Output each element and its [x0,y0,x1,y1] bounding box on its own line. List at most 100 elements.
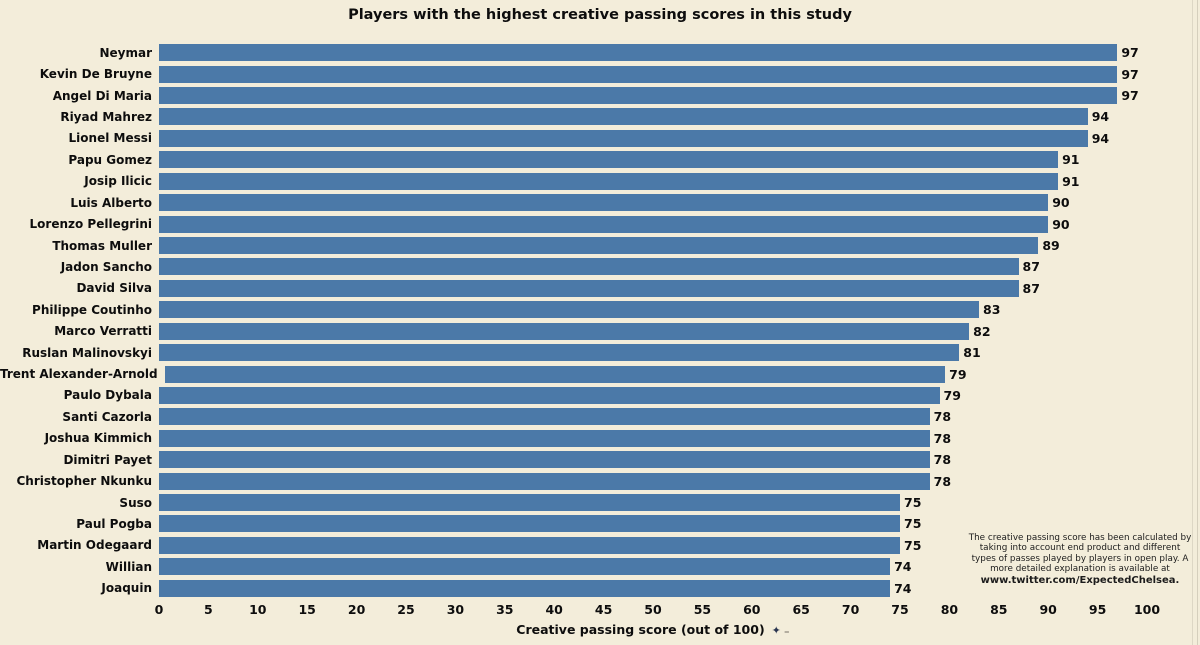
player-name-label: Neymar [99,45,152,60]
bar-row: Joaquin 74 [0,578,1200,599]
bar-track: 91 [159,151,1147,169]
x-axis-label-text: Creative passing score (out of 100) [516,622,765,637]
bar-track: 97 [159,44,1147,62]
player-name-label: Lionel Messi [68,131,152,146]
bars-area: Neymar 97 Kevin De Bruyne 97 Angel Di Maria 9… [0,42,1200,599]
bar-track: 78 [159,429,1147,447]
x-tick-label: 45 [594,602,613,617]
x-tick-label: 30 [446,602,465,617]
bar-value: 89 [1042,238,1060,253]
bar [159,108,1088,126]
bar-track: 91 [159,172,1147,190]
bar-value: 91 [1062,152,1080,168]
player-name-label: Joaquin [101,581,152,596]
player-name-label: Riyad Mahrez [60,109,152,124]
player-name-label: Willian [105,559,152,574]
bar [159,129,1088,147]
bar-value: 78 [933,430,952,446]
player-name-label: Paul Pogba [76,516,152,531]
x-tick-label: 65 [792,602,810,617]
bar-track: 75 [159,515,1147,533]
player-name-label: Marco Verratti [54,324,152,339]
bar-row: David Silva 87 [0,278,1200,299]
bar-track: 83 [159,301,1147,319]
bar-row: Riyad Mahrez 94 [0,106,1200,127]
annotation-line: taking into account end product and diff… [979,543,1181,554]
x-tick-label: 10 [249,602,267,617]
bar [159,301,980,319]
bar-value: 75 [904,537,922,553]
bar-row: Paul Pogba 75 [0,513,1200,534]
bar-value: 79 [949,366,967,382]
bar [159,515,900,533]
bar [159,494,900,512]
bar-track: 82 [159,322,1147,340]
bar-row: Joshua Kimmich 78 [0,428,1200,449]
annotation-line: The creative passing score has been calc… [968,533,1192,543]
player-name-label: David Silva [76,281,152,296]
x-tick-label: 50 [644,602,662,617]
player-name-label: Josip Ilicic [84,174,152,189]
x-tick-label: 40 [545,602,563,617]
bar [159,429,930,447]
bar-track: 87 [159,279,1147,297]
x-tick-label: 75 [891,602,909,617]
bar-row: Christopher Nkunku 78 [0,470,1200,491]
bar-row: Martin Odegaard 75 [0,535,1200,556]
bar-row: Paulo Dybala 79 [0,385,1200,406]
player-name-label: Santi Cazorla [62,409,152,424]
bar-value: 97 [1121,45,1139,61]
bar-value: 78 [933,452,952,468]
chart-title: Players with the highest creative passin… [348,7,852,23]
bar [159,344,960,362]
x-tick-label: 0 [154,602,164,617]
bar-row: Marco Verratti 82 [0,320,1200,341]
double-dash-icon: ₌ [783,624,790,637]
bar-track: 89 [159,237,1147,254]
annotation-line: types of passes played by players in ope… [971,553,1189,564]
bar-value: 97 [1121,88,1139,104]
player-name-label: Joshua Kimmich [44,431,152,446]
bar-value: 78 [933,473,952,489]
annotation: The creative passing score has been calc… [962,533,1198,586]
bar-value: 78 [933,409,952,425]
bar [159,408,930,426]
player-name-label: Martin Odegaard [37,538,152,553]
bar [159,215,1049,233]
bar-row: Kevin De Bruyne 97 [0,63,1200,84]
player-name-label: Angel Di Maria [52,88,152,103]
bar [159,386,940,404]
bar-row: Suso 75 [0,492,1200,513]
bar [159,65,1118,83]
bar [159,579,891,597]
four-point-star-icon: ✦ [771,624,781,637]
player-name-label: Jadon Sancho [60,259,152,274]
bar-row: Ruslan Malinovskyi 81 [0,342,1200,363]
bar-value: 74 [894,580,912,596]
bar-row: Neymar 97 [0,42,1200,63]
player-name-label: Luis Alberto [70,195,152,210]
bar-track: 74 [159,558,1147,576]
bar-value: 74 [894,559,912,575]
bar-track: 97 [159,65,1147,83]
bar [159,451,930,469]
right-edge-line [1197,0,1198,645]
bar-track: 74 [159,579,1147,597]
bar [159,44,1118,62]
bar-row: Santi Cazorla 78 [0,406,1200,427]
bar-value: 82 [973,323,991,339]
player-name-label: Papu Gomez [68,152,152,167]
bar-row: Papu Gomez 91 [0,149,1200,170]
bar-value: 75 [904,516,922,532]
bar-row: Lionel Messi 94 [0,128,1200,149]
x-tick-label: 55 [693,602,712,617]
bar-value: 90 [1052,216,1070,232]
bar-track: 78 [159,472,1147,490]
bar [159,279,1019,297]
bar-value: 75 [904,495,922,511]
bar-row: Trent Alexander-Arnold 79 [0,363,1200,384]
bar-row: Luis Alberto 90 [0,192,1200,213]
bar [159,558,891,576]
x-axis-label: Creative passing score (out of 100) ✦ ₌ [159,622,1147,637]
